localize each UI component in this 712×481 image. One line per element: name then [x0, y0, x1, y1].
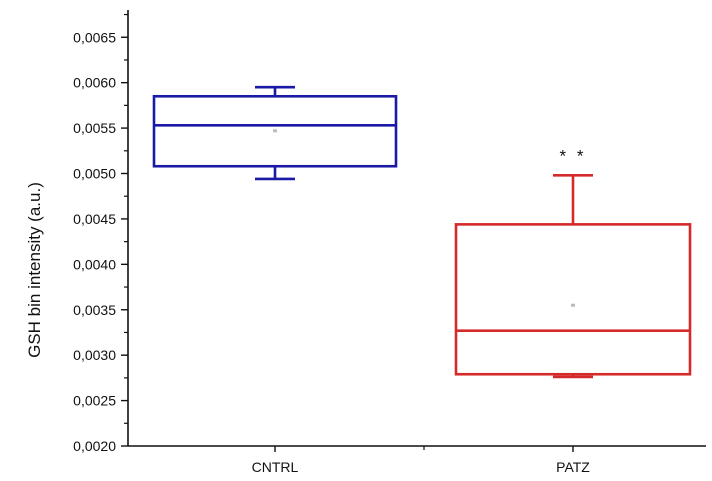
y-tick-label: 0,0040: [73, 256, 116, 272]
y-tick-label: 0,0020: [73, 438, 116, 454]
mean-marker: [273, 129, 277, 133]
y-tick-label: 0,0050: [73, 166, 116, 182]
mean-marker: [571, 303, 575, 307]
box-cntrl: [152, 85, 398, 181]
x-tick-label: PATZ: [556, 459, 590, 475]
y-tick-label: 0,0025: [73, 393, 116, 409]
y-tick-label: 0,0065: [73, 29, 116, 45]
y-axis-label: GSH bin intensity (a.u.): [25, 182, 44, 358]
box-patz: * *: [454, 146, 692, 379]
y-tick-label: 0,0055: [73, 120, 116, 136]
y-tick-label: 0,0030: [73, 347, 116, 363]
x-tick-label: CNTRL: [252, 459, 299, 475]
y-tick-label: 0,0035: [73, 302, 116, 318]
y-tick-label: 0,0060: [73, 75, 116, 91]
significance-annotation: * *: [560, 146, 587, 165]
box-series: * *: [152, 85, 692, 379]
y-axis: 0,0020 0,0025 0,0030 0,0035 0,0040 0,0045 0,00…: [73, 10, 129, 454]
y-tick-label: 0,0045: [73, 211, 116, 227]
iqr-box: [454, 223, 692, 376]
x-axis: CNTRL PATZ: [128, 445, 706, 475]
